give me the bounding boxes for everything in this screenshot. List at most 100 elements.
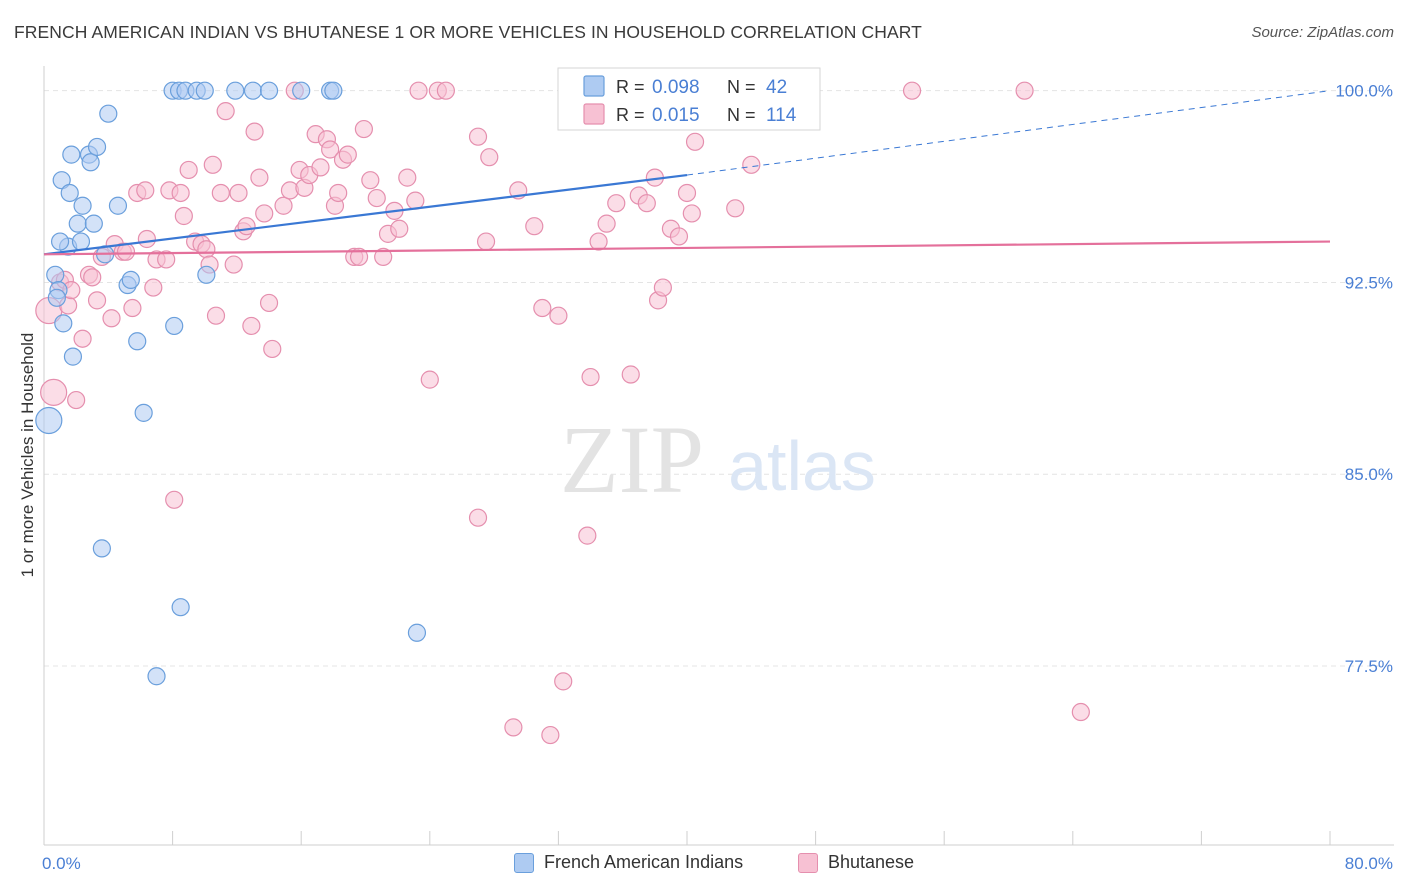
bhutanese-point-44: [259, 293, 279, 313]
legend-r-label-0: R =: [616, 77, 645, 97]
bhutanese-point-45: [263, 339, 282, 359]
bhutanese-point-70: [406, 191, 425, 210]
legend-r-label-1: R =: [616, 105, 645, 125]
x-tick-label-0: 0.0%: [42, 854, 81, 873]
bhutanese-point-89: [589, 232, 608, 251]
bhutanese-point-92: [621, 365, 640, 384]
bhutanese-point-101: [682, 204, 701, 223]
french-american-indian-point-36: [324, 81, 343, 100]
french-american-indian-point-24: [134, 403, 153, 422]
trendlines: [43, 90, 1331, 256]
legend-n-value-0: 42: [766, 77, 787, 98]
french-american-indian-point-25: [147, 667, 166, 686]
bhutanese-point-35: [216, 102, 235, 121]
bhutanese-point-57: [329, 183, 348, 203]
bhutanese-point-43: [255, 204, 274, 223]
bhutanese-point-72: [420, 370, 439, 389]
legend-label-french-american-indians: French American Indians: [544, 852, 744, 872]
bhutanese-point-24: [165, 490, 184, 509]
bhutanese-point-68: [390, 219, 409, 238]
french-american-indian-point-39: [171, 598, 190, 617]
bhutanese-point-6: [67, 390, 86, 410]
legend-r-value-1: 0.015: [652, 105, 700, 126]
french-american-indian-point-3: [47, 288, 66, 307]
legend-n-label-1: N =: [727, 105, 756, 125]
bhutanese-point-39: [237, 217, 256, 236]
french-american-indian-point-7: [60, 183, 79, 203]
french-american-indian-point-16: [84, 214, 103, 233]
bhutanese-point-99: [669, 227, 689, 246]
french-american-indian-point-10: [50, 232, 70, 251]
french-american-indian-point-30: [195, 81, 214, 100]
pink-trendline: [43, 240, 1331, 256]
french-american-indian-point-37: [197, 265, 216, 284]
french-american-indian-point-20: [108, 196, 128, 215]
bhutanese-point-94: [637, 194, 656, 213]
bhutanese-point-16: [123, 298, 142, 318]
bhutanese-point-62: [354, 119, 373, 139]
y-tick-label-3: 77.5%: [1345, 657, 1393, 676]
french-american-indian-point-12: [68, 214, 87, 233]
blue-swatch-icon: [514, 852, 534, 873]
bhutanese-point-40: [242, 316, 261, 336]
bhutanese-point-32: [203, 155, 222, 174]
bhutanese-point-12: [102, 309, 121, 328]
bhutanese-point-71: [409, 81, 428, 100]
bhutanese-point-82: [533, 298, 552, 318]
legend-label-bhutanese: Bhutanese: [828, 852, 915, 872]
bhutanese-point-33: [206, 306, 226, 325]
french-american-indian-point-31: [226, 81, 245, 100]
bhutanese-point-85: [554, 672, 573, 691]
gridlines: [44, 90, 1390, 667]
bhutanese-point-97: [653, 278, 672, 297]
source-label: Source: ZipAtlas.com: [1251, 24, 1394, 41]
bhutanese-point-41: [245, 122, 264, 141]
bhutanese-point-19: [137, 229, 156, 249]
bhutanese-point-103: [726, 199, 745, 218]
correlation-legend: R = 0.098 N = 42 R = 0.015 N = 114: [557, 67, 821, 131]
bhutanese-point-25: [171, 183, 190, 203]
legend-n-value-1: 114: [766, 105, 797, 126]
chart-title: FRENCH AMERICAN INDIAN VS BHUTANESE 1 OR…: [14, 22, 922, 42]
french-american-indian-point-22: [121, 270, 140, 290]
french-american-indian-point-1: [46, 265, 65, 284]
bhutanese-point-78: [468, 508, 488, 527]
french-american-indian-point-23: [128, 332, 147, 351]
tick-labels: 100.0% 92.5% 85.0% 77.5% 0.0% 80.0%: [42, 82, 1393, 873]
bhutanese-point-77: [480, 148, 499, 167]
bhutanese-point-64: [367, 188, 386, 208]
legend-item-french-american-indians[interactable]: French American Indians: [514, 852, 743, 873]
bhutanese-point-34: [211, 183, 230, 203]
zipatlas-watermark: ZIP atlas: [560, 406, 876, 513]
bhutanese-point-27: [179, 160, 198, 180]
bhutanese-point-36: [224, 255, 243, 274]
bhutanese-point-87: [578, 526, 597, 545]
bhutanese-point-75: [468, 127, 488, 146]
legend-item-bhutanese[interactable]: Bhutanese: [798, 852, 914, 873]
bhutanese-point-100: [677, 183, 697, 203]
french-american-indian-point-13: [71, 232, 91, 251]
french-american-indian-point-5: [63, 347, 83, 366]
y-tick-label-0: 100.0%: [1335, 82, 1393, 101]
bhutanese-point-30: [197, 240, 216, 259]
bhutanese-point-61: [349, 247, 369, 266]
bhutanese-point-20: [144, 278, 163, 297]
legend-swatch-icon-1: [583, 103, 605, 125]
bhutanese-point-108: [1071, 702, 1090, 722]
bhutanese-point-90: [597, 214, 616, 233]
french-american-indian-point-15: [81, 153, 100, 172]
blue-trendline-extension: [686, 90, 1331, 176]
bhutanese-point-55: [321, 140, 340, 159]
french-american-indian-point-8: [62, 145, 81, 164]
bhutanese-point-9: [83, 268, 102, 287]
watermark-atlas: atlas: [728, 427, 876, 505]
french-american-indian-point-41: [407, 623, 427, 642]
y-tick-label-2: 85.0%: [1345, 465, 1393, 484]
bhutanese-point-88: [581, 367, 600, 387]
french-american-indian-point-40: [92, 539, 111, 558]
bhutanese-point-69: [398, 168, 417, 187]
bhutanese-point-1: [40, 378, 68, 407]
legend-n-label-0: N =: [727, 77, 756, 97]
legend-swatch-icon-0: [583, 75, 605, 97]
bhutanese-point-63: [361, 171, 380, 190]
